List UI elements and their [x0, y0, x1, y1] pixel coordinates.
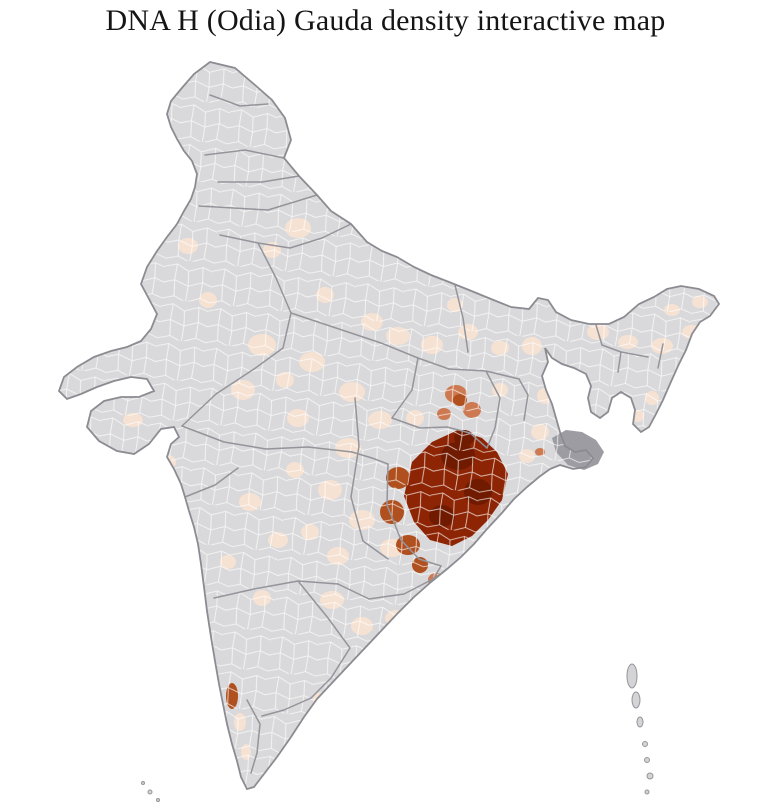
state-borders	[181, 94, 664, 774]
district[interactable]	[340, 673, 356, 687]
island[interactable]	[156, 798, 160, 802]
island[interactable]	[141, 781, 145, 785]
island[interactable]	[644, 789, 650, 795]
district[interactable]	[369, 650, 387, 666]
andaman-nicobar-islands[interactable]	[626, 663, 654, 795]
district[interactable]	[407, 632, 425, 648]
lakshadweep-islands[interactable]	[141, 781, 160, 802]
island[interactable]	[646, 772, 654, 780]
island[interactable]	[642, 741, 648, 747]
island[interactable]	[626, 663, 638, 689]
district[interactable]	[609, 306, 623, 318]
island[interactable]	[631, 691, 641, 709]
page-title: DNA H (Odia) Gauda density interactive m…	[105, 4, 666, 37]
island[interactable]	[644, 757, 650, 763]
district[interactable]	[416, 595, 432, 609]
district[interactable]	[442, 581, 454, 599]
island[interactable]	[147, 789, 153, 795]
island[interactable]	[636, 716, 644, 728]
